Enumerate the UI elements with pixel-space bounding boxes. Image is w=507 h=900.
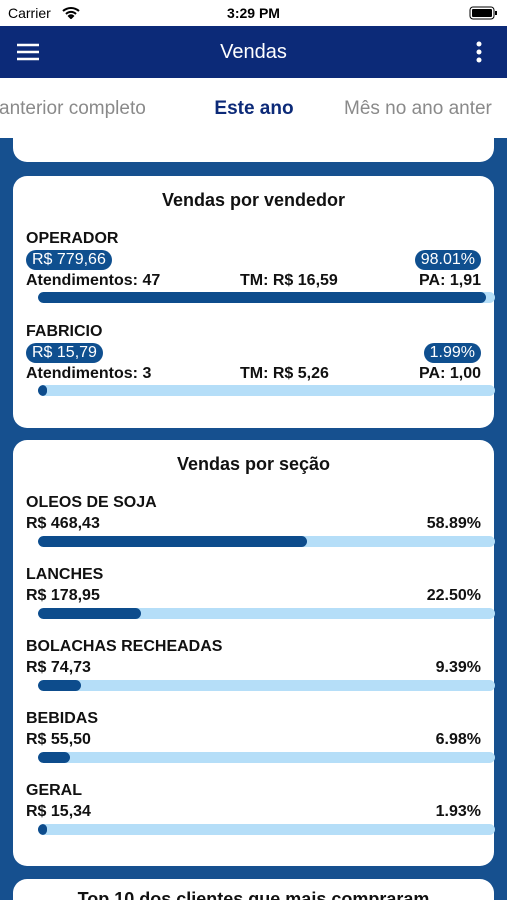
section-name: OLEOS DE SOJA	[26, 494, 157, 511]
section-amount: R$ 74,73	[26, 659, 91, 676]
tab[interactable]: anterior completo	[0, 98, 146, 119]
menu-button[interactable]	[16, 42, 40, 62]
section-percent: 1.93%	[435, 803, 481, 820]
progress-track	[38, 536, 495, 547]
progress-track	[38, 292, 495, 303]
seller-amount: R$ 779,66	[26, 250, 112, 270]
screen-title: Vendas	[220, 41, 287, 63]
section-percent: 58.89%	[426, 515, 481, 532]
seller-amount: R$ 15,79	[26, 343, 103, 363]
wifi-icon	[62, 7, 80, 19]
section-percent: 6.98%	[435, 731, 481, 748]
progress-track	[38, 824, 495, 835]
progress-bar	[38, 292, 486, 303]
section-amount: R$ 15,34	[26, 803, 91, 820]
progress-track	[38, 752, 495, 763]
progress-track	[38, 608, 495, 619]
section-percent: 9.39%	[435, 659, 481, 676]
progress-bar	[38, 752, 70, 763]
sellers-card: Vendas por vendedor OPERADOR R$ 779,66 98.…	[13, 176, 495, 428]
tab-active[interactable]: Este ano	[214, 98, 294, 119]
seller-name: OPERADOR	[26, 230, 119, 247]
section-name: LANCHES	[26, 566, 104, 583]
section-name: BEBIDAS	[26, 710, 99, 727]
card-title: Vendas por seção	[176, 454, 331, 474]
carrier: Carrier	[8, 5, 51, 21]
seller-visits: Atendimentos: 3	[26, 365, 152, 382]
progress-track	[38, 385, 495, 396]
card-partial	[13, 120, 494, 162]
progress-track	[38, 680, 495, 691]
progress-bar	[38, 385, 48, 396]
sections-card: Vendas por seção OLEOS DE SOJA R$ 468,43 5…	[13, 440, 495, 866]
tab[interactable]: Mês no ano anter	[344, 98, 492, 119]
progress-bar	[38, 536, 308, 547]
progress-bar	[38, 608, 141, 619]
section-name: BOLACHAS RECHEADAS	[26, 638, 223, 655]
seller-pa: PA: 1,91	[419, 272, 481, 289]
seller-visits: Atendimentos: 47	[26, 272, 161, 289]
nav-bar: Vendas	[0, 26, 507, 78]
seller-percent: 1.99%	[423, 343, 481, 363]
section-amount: R$ 468,43	[26, 515, 100, 532]
progress-bar	[38, 824, 47, 835]
section-amount: R$ 178,95	[26, 587, 100, 604]
section-percent: 22.50%	[426, 587, 481, 604]
clients-card: Top 10 dos clientes que mais compraram	[13, 879, 494, 900]
battery-icon	[469, 6, 497, 20]
more-button[interactable]	[474, 40, 484, 64]
seller-percent: 98.01%	[414, 250, 481, 270]
card-title: Top 10 dos clientes que mais compraram	[77, 889, 430, 900]
seller-tm: TM: R$ 5,26	[240, 365, 329, 382]
status-bar: Carrier 3:29 PM	[0, 0, 507, 26]
seller-tm: TM: R$ 16,59	[240, 272, 338, 289]
card-title: Vendas por vendedor	[161, 190, 346, 210]
seller-name: FABRICIO	[26, 323, 103, 340]
section-amount: R$ 55,50	[26, 731, 91, 748]
clock: 3:29 PM	[227, 5, 280, 21]
section-name: GERAL	[26, 782, 82, 799]
progress-bar	[38, 680, 81, 691]
seller-pa: PA: 1,00	[419, 365, 481, 382]
